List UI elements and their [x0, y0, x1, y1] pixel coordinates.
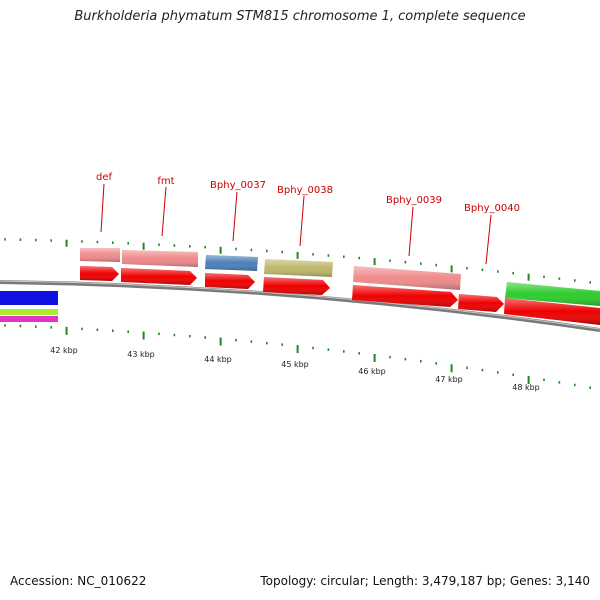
gene-label-def[interactable]: def	[96, 172, 113, 183]
leader-bphy0037	[232, 191, 238, 242]
feature-lime[interactable]	[0, 309, 58, 315]
outer-tick-ring	[4, 238, 592, 284]
leader-fmt	[161, 186, 167, 237]
scale-label-46kbp: 46 kbp	[358, 367, 386, 376]
leader-bphy0039	[408, 206, 414, 257]
leader-def	[100, 183, 105, 233]
gene-label-fmt[interactable]: fmt	[157, 176, 174, 187]
chromosome-backbone	[0, 280, 600, 332]
cds-track	[80, 266, 600, 325]
accession-text: Accession: NC_010622	[10, 574, 147, 588]
leader-bphy0040	[485, 214, 492, 265]
gene-labels: def fmt Bphy_0037 Bphy_0038 Bphy_0039 Bp…	[96, 172, 520, 214]
gene-label-bphy0040[interactable]: Bphy_0040	[464, 203, 520, 214]
scale-label-47kbp: 47 kbp	[435, 375, 463, 384]
scale-label-42kbp: 42 kbp	[50, 346, 78, 355]
map-title: Burkholderia phymatum STM815 chromosome …	[74, 9, 526, 24]
gene-label-bphy0037[interactable]: Bphy_0037	[210, 180, 266, 191]
scale-label-43kbp: 43 kbp	[127, 350, 155, 359]
gene-label-bphy0038[interactable]: Bphy_0038	[277, 185, 333, 196]
scale-label-44kbp: 44 kbp	[204, 355, 232, 364]
scale-label-48kbp: 48 kbp	[512, 383, 540, 392]
left-feature-group	[0, 291, 58, 322]
gene-track	[80, 248, 600, 306]
feature-blue[interactable]	[0, 291, 58, 305]
chromosome-backbone-highlight	[0, 280, 600, 330]
label-leaders	[100, 183, 492, 265]
leader-bphy0038	[299, 195, 305, 247]
sequence-summary: Topology: circular; Length: 3,479,187 bp…	[260, 574, 590, 588]
gene-label-bphy0039[interactable]: Bphy_0039	[386, 195, 442, 206]
feature-magenta[interactable]	[0, 316, 58, 322]
scale-labels: 42 kbp 43 kbp 44 kbp 45 kbp 46 kbp 47 kb…	[50, 346, 540, 392]
scale-tick-ring	[4, 324, 592, 389]
scale-label-45kbp: 45 kbp	[281, 360, 309, 369]
